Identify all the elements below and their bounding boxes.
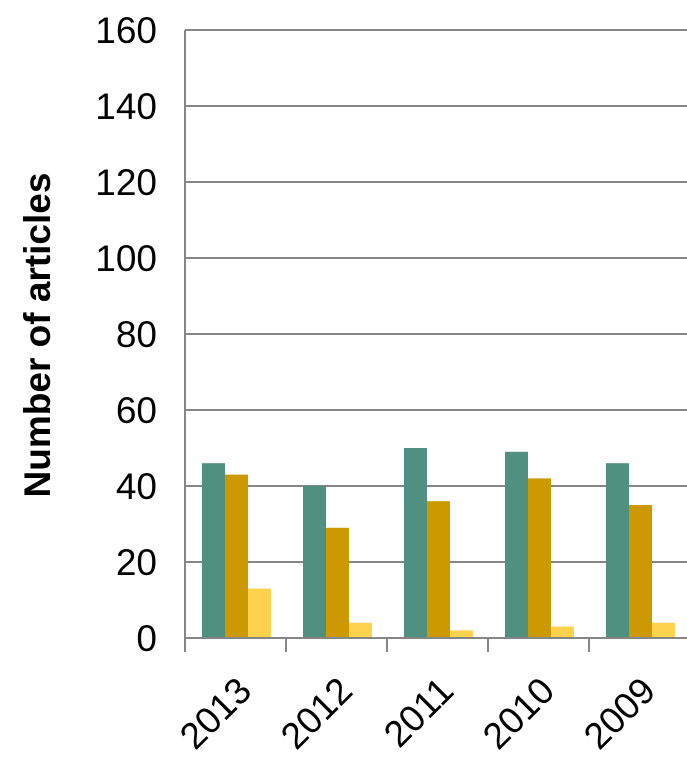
gridlines	[185, 29, 687, 563]
bar-2009-series-3	[652, 622, 675, 638]
y-tick-label: 40	[116, 466, 157, 507]
y-tick-label: 120	[95, 162, 157, 203]
bars	[202, 448, 675, 638]
y-tick-label: 60	[116, 390, 157, 431]
bar-2011-series-1	[404, 448, 427, 638]
bar-2012-series-2	[326, 527, 349, 638]
x-tick-label: 2012	[273, 670, 360, 757]
y-tick-label: 80	[116, 314, 157, 355]
bar-2009-series-1	[606, 463, 629, 638]
bar-2011-series-2	[427, 501, 450, 638]
bar-2012-series-3	[349, 622, 372, 638]
y-tick-label: 100	[95, 238, 157, 279]
y-tick-label: 140	[95, 86, 157, 127]
x-tick-label: 2010	[475, 670, 562, 757]
bar-2010-series-1	[505, 451, 528, 638]
bar-2010-series-2	[528, 478, 551, 638]
x-tick-labels: 2013 2012 2011 2010 2009	[172, 670, 663, 757]
bar-2010-series-3	[551, 626, 574, 638]
bar-2009-series-2	[629, 505, 652, 638]
y-tick-label: 160	[95, 10, 157, 51]
bar-2013-series-2	[225, 474, 248, 638]
bar-2013-series-1	[202, 463, 225, 638]
x-tick-label: 2011	[376, 670, 461, 755]
y-axis-title: Number of articles	[17, 173, 58, 498]
bar-2013-series-3	[248, 588, 271, 638]
x-tick-label: 2013	[172, 670, 259, 757]
y-tick-label: 0	[136, 618, 157, 659]
bar-2012-series-1	[303, 486, 326, 638]
y-tick-labels: 0 20 40 60 80 100 120 140 160	[95, 10, 157, 659]
axes	[184, 30, 687, 652]
y-tick-label: 20	[116, 542, 157, 583]
bar-2011-series-3	[450, 630, 473, 638]
x-tick-label: 2009	[576, 670, 663, 757]
